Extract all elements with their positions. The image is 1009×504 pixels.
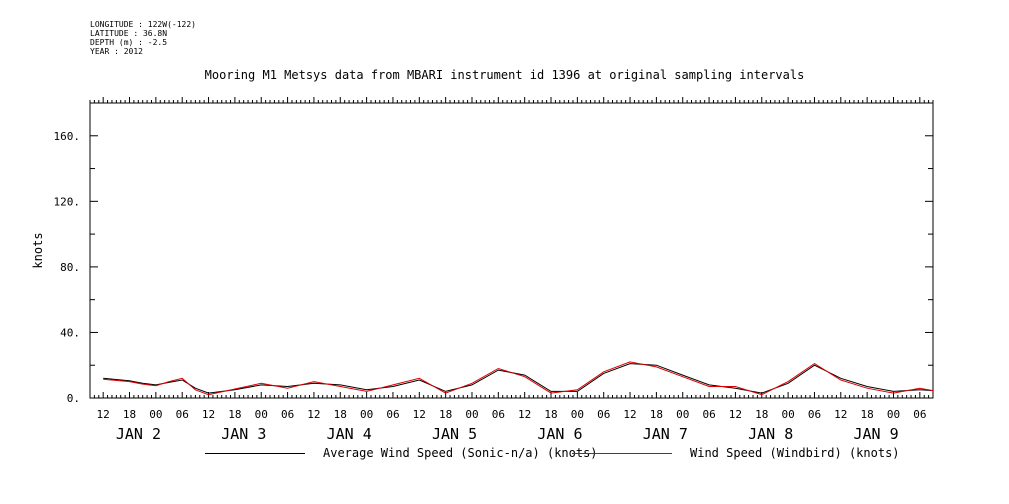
x-hour-label: 06 (386, 408, 399, 421)
y-tick-label: 120. (54, 195, 81, 208)
x-hour-label: 06 (281, 408, 294, 421)
series-windbird-line (103, 361, 933, 396)
x-hour-label: 18 (334, 408, 347, 421)
y-tick-label: 160. (54, 130, 81, 143)
x-hour-label: 00 (255, 408, 268, 421)
x-day-label: JAN 3 (221, 425, 266, 443)
x-day-label: JAN 4 (327, 425, 372, 443)
x-day-label: JAN 2 (116, 425, 161, 443)
x-hour-label: 00 (571, 408, 584, 421)
y-tick-label: 40. (60, 326, 80, 339)
x-day-label: JAN 8 (748, 425, 793, 443)
x-hour-label: 06 (808, 408, 821, 421)
x-hour-label: 00 (149, 408, 162, 421)
x-hour-label: 12 (518, 408, 531, 421)
x-hour-label: 18 (544, 408, 557, 421)
y-tick-label: 80. (60, 261, 80, 274)
x-hour-label: 06 (702, 408, 715, 421)
x-hour-label: 12 (413, 408, 426, 421)
x-hour-label: 18 (650, 408, 663, 421)
x-hour-label: 06 (492, 408, 505, 421)
x-hour-label: 18 (123, 408, 136, 421)
legend-swatch-average (205, 453, 305, 454)
x-hour-label: 12 (202, 408, 215, 421)
legend-swatch-windbird (572, 453, 672, 454)
x-hour-label: 00 (360, 408, 373, 421)
x-hour-label: 18 (861, 408, 874, 421)
meta-year: YEAR : 2012 (90, 47, 143, 56)
x-day-label: JAN 9 (853, 425, 898, 443)
chart-title: Mooring M1 Metsys data from MBARI instru… (204, 68, 805, 82)
x-hour-label: 12 (834, 408, 847, 421)
x-day-label: JAN 6 (537, 425, 582, 443)
x-hour-label: 00 (676, 408, 689, 421)
x-hour-label: 12 (307, 408, 320, 421)
x-hour-label: 06 (176, 408, 189, 421)
x-hour-label: 06 (597, 408, 610, 421)
x-hour-label: 18 (755, 408, 768, 421)
meta-latitude: LATITUDE : 36.8N (90, 29, 168, 38)
y-tick-label: 0. (67, 392, 80, 405)
legend-label-average: Average Wind Speed (Sonic-n/a) (knots) (323, 446, 598, 460)
metadata-block: LONGITUDE : 122W(-122) LATITUDE : 36.8N … (90, 20, 196, 56)
x-hour-label: 12 (729, 408, 742, 421)
x-hour-label: 18 (439, 408, 452, 421)
plot-frame (89, 102, 934, 399)
x-hour-label: 00 (781, 408, 794, 421)
x-day-label: JAN 7 (643, 425, 688, 443)
x-hour-label: 18 (228, 408, 241, 421)
y-axis-label: knots (31, 232, 45, 268)
x-hour-label: 00 (887, 408, 900, 421)
x-hour-label: 12 (623, 408, 636, 421)
series-average-wind-line (103, 363, 933, 394)
meta-longitude: LONGITUDE : 122W(-122) (90, 20, 196, 29)
meta-depth: DEPTH (m) : -2.5 (90, 38, 168, 47)
legend-label-windbird: Wind Speed (Windbird) (knots) (690, 446, 900, 460)
x-day-label: JAN 5 (432, 425, 477, 443)
x-hour-label: 12 (97, 408, 110, 421)
x-hour-label: 00 (465, 408, 478, 421)
x-hour-label: 06 (913, 408, 926, 421)
